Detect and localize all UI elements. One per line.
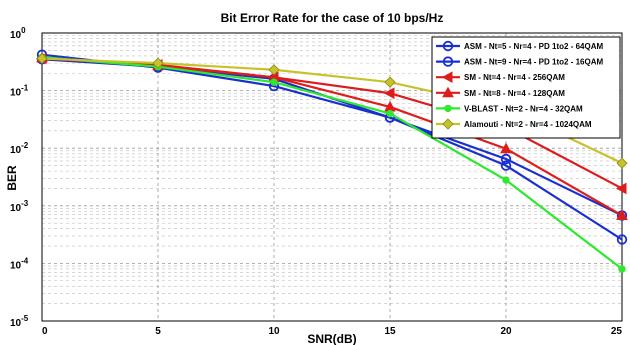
x-axis-label: SNR(dB): [307, 332, 356, 345]
data-point-diamond: [152, 57, 164, 69]
chart-title: Bit Error Rate for the case of 10 bps/Hz: [221, 11, 444, 25]
legend-label: SM - Nt=4 - Nr=4 - 256QAM: [464, 73, 565, 82]
data-point-diamond: [36, 52, 48, 65]
data-point-triangle-left: [441, 71, 453, 84]
data-point-triangle-up: [442, 86, 454, 98]
data-point-diamond: [442, 118, 454, 130]
y-tick-label: 10-1: [10, 84, 29, 99]
data-point-circle: [500, 153, 512, 165]
data-point-star: [618, 265, 626, 273]
y-axis-ticks: 10-5 10-4 10-3 10-2 10-1 100: [10, 26, 29, 329]
data-point-star: [270, 78, 278, 86]
data-point-circle: [616, 234, 628, 245]
data-point-triangle-left: [383, 87, 395, 100]
data-point-triangle-left: [615, 182, 627, 195]
y-tick-label: 10-5: [10, 314, 29, 329]
x-tick-label: 0: [42, 326, 48, 337]
series-line: [41, 56, 623, 270]
legend-item: ASM - Nt=5 - Nr=4 - PD 1to2 - 64QAM: [436, 40, 603, 52]
y-axis-label: BER: [5, 165, 19, 191]
data-point-circle: [442, 40, 454, 52]
y-tick-label: 10-3: [10, 199, 29, 214]
legend-label: SM - Nt=8 - Nr=4 - 128QAM: [464, 89, 565, 98]
data-point-triangle-up: [616, 209, 628, 220]
y-tick-label: 10-4: [10, 256, 29, 271]
legend-box: [431, 36, 621, 139]
legend: ASM - Nt=5 - Nr=4 - PD 1to2 - 64QAM ASM -…: [431, 36, 621, 139]
y-tick-label: 10-2: [10, 141, 29, 156]
legend-item: SM - Nt=8 - Nr=4 - 128QAM: [436, 86, 565, 98]
data-point-star: [386, 109, 394, 118]
legend-label: V-BLAST - Nt=2 - Nr=4 - 32QAM: [464, 104, 583, 113]
x-tick-label: 10: [268, 326, 280, 337]
data-point-diamond: [616, 157, 628, 169]
legend-label: Alamouti - Nt=2 - Nr=4 - 1024QAM: [464, 120, 592, 129]
data-point-circle: [442, 56, 454, 67]
data-point-diamond: [268, 64, 280, 76]
legend-item: Alamouti - Nt=2 - Nr=4 - 1024QAM: [436, 118, 592, 130]
data-point-triangle-up: [500, 142, 512, 154]
plot-area-frame: [41, 32, 623, 322]
legend-label: ASM - Nt=9 - Nr=4 - PD 1to2 - 16QAM: [464, 58, 603, 67]
data-point-circle: [500, 160, 512, 171]
y-tick-label: 100: [10, 26, 26, 41]
legend-item: ASM - Nt=9 - Nr=4 - PD 1to2 - 16QAM: [436, 56, 603, 67]
x-tick-label: 15: [384, 326, 396, 337]
x-tick-label: 20: [500, 326, 512, 337]
data-point-diamond: [384, 76, 396, 88]
x-axis-ticks: 0 5 10 15 20 25: [42, 326, 622, 337]
legend-label: ASM - Nt=5 - Nr=4 - PD 1to2 - 64QAM: [464, 42, 603, 51]
legend-item: SM - Nt=4 - Nr=4 - 256QAM: [436, 71, 565, 84]
data-point-star: [444, 104, 452, 113]
x-tick-label: 5: [155, 326, 161, 337]
grid-lines: [42, 33, 622, 321]
legend-item: V-BLAST - Nt=2 - Nr=4 - 32QAM: [436, 104, 583, 113]
x-tick-label: 25: [611, 326, 623, 337]
data-point-star: [502, 176, 510, 184]
